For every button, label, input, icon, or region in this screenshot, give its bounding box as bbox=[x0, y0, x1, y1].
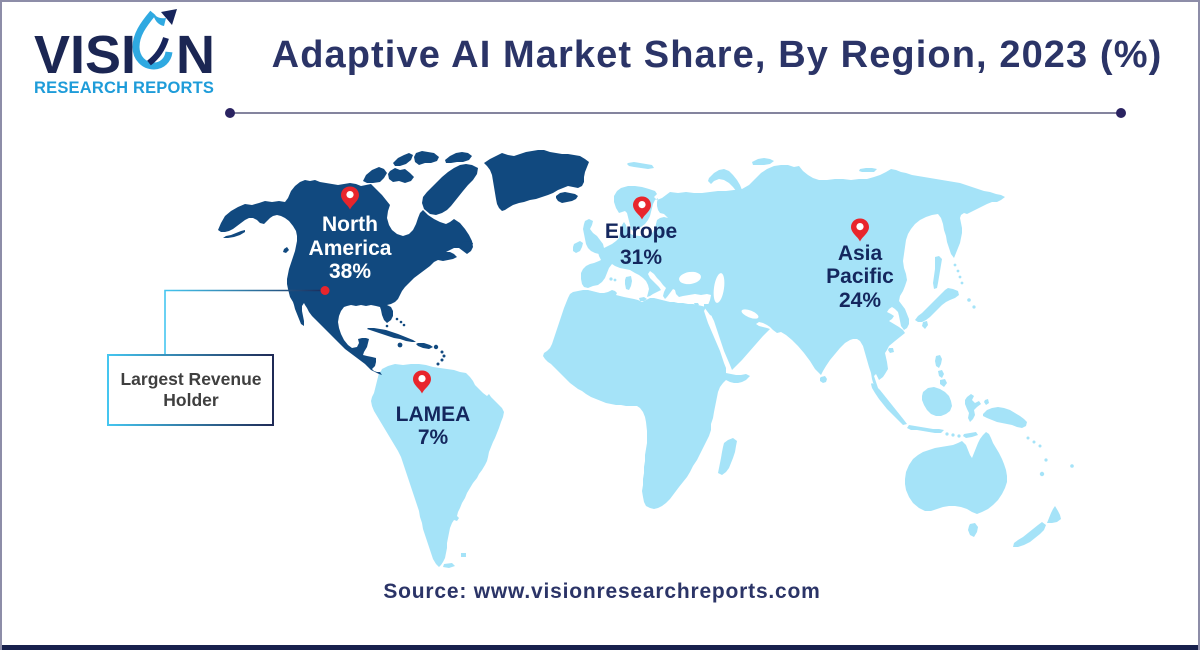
svg-text:North: North bbox=[322, 213, 378, 236]
svg-text:Europe: Europe bbox=[605, 220, 677, 243]
svg-text:38%: 38% bbox=[329, 260, 371, 283]
svg-text:7%: 7% bbox=[418, 426, 449, 449]
svg-text:31%: 31% bbox=[620, 246, 662, 269]
svg-text:Holder: Holder bbox=[163, 390, 219, 410]
svg-text:Pacific: Pacific bbox=[826, 265, 894, 288]
svg-text:LAMEA: LAMEA bbox=[396, 403, 471, 426]
svg-text:Largest Revenue: Largest Revenue bbox=[120, 369, 261, 389]
svg-text:24%: 24% bbox=[839, 289, 881, 312]
svg-text:Asia: Asia bbox=[838, 242, 883, 265]
svg-text:America: America bbox=[309, 237, 392, 260]
